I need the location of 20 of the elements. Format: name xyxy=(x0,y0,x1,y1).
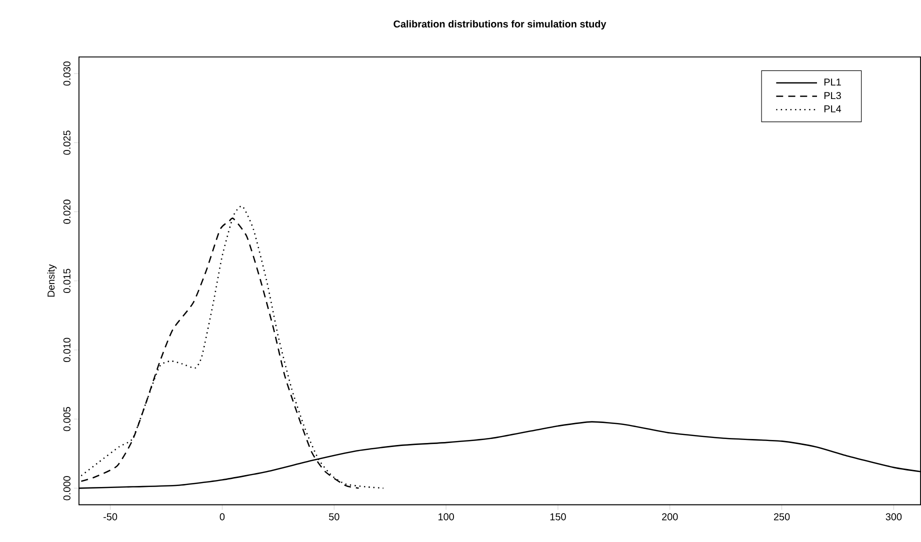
legend-label: PL3 xyxy=(824,92,841,100)
y-tick-label: 0.030 xyxy=(63,62,70,86)
y-axis-title: Density xyxy=(47,264,57,297)
x-tick-label: 50 xyxy=(329,513,340,520)
x-tick-label: 150 xyxy=(550,513,566,520)
legend-label: PL4 xyxy=(824,106,842,112)
y-tick-label: 0.005 xyxy=(63,407,70,432)
x-tick-label: 300 xyxy=(886,513,902,520)
y-tick-label: 0.020 xyxy=(63,200,70,224)
legend-label: PL1 xyxy=(824,78,841,86)
y-tick-label: 0.015 xyxy=(63,268,70,294)
y-tick-label: 0.010 xyxy=(63,338,70,362)
x-tick-label: 0 xyxy=(220,513,225,520)
x-tick-label: -50 xyxy=(104,513,118,520)
chart-title: Calibration distributions for simulation study xyxy=(394,20,606,30)
x-tick-label: 200 xyxy=(662,513,678,520)
x-tick-label: 100 xyxy=(438,513,454,520)
y-tick-label: 0.025 xyxy=(63,130,70,155)
y-tick-label: 0.000 xyxy=(63,476,70,500)
x-tick-label: 250 xyxy=(774,513,790,520)
